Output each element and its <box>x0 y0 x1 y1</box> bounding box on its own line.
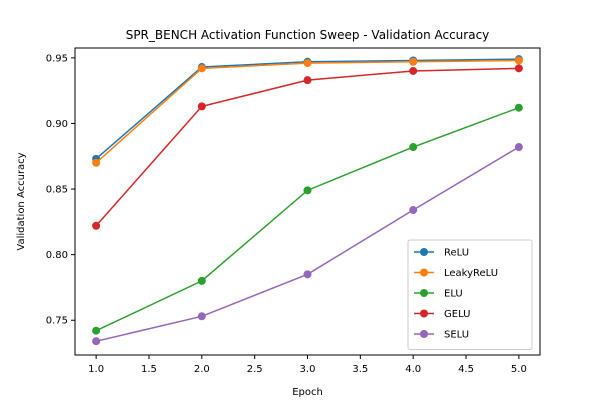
legend-swatch-marker <box>420 309 428 318</box>
series-leakyrelu <box>92 56 523 167</box>
x-axis-label: Epoch <box>292 387 323 398</box>
legend-item-elu: ELU <box>414 289 463 300</box>
x-tick-label: 2.0 <box>194 364 210 375</box>
data-point-selu <box>409 206 418 215</box>
data-point-gelu <box>409 66 418 75</box>
data-point-selu <box>197 312 206 321</box>
data-point-elu <box>303 186 312 195</box>
x-tick-label: 5.0 <box>511 364 527 375</box>
data-point-elu <box>197 276 206 285</box>
legend-label: SELU <box>444 330 469 341</box>
x-tick-label: 1.0 <box>88 364 104 375</box>
legend-swatch-marker <box>420 289 428 297</box>
legend-item-leakyrelu: LeakyReLU <box>414 268 498 279</box>
legend-swatch-marker <box>420 248 428 256</box>
legend-item-gelu: GELU <box>414 309 470 320</box>
data-point-gelu <box>303 76 312 85</box>
legend-label: GELU <box>444 309 470 320</box>
x-tick-label: 2.5 <box>247 364 263 375</box>
legend-frame <box>407 239 533 350</box>
data-point-selu <box>514 143 523 152</box>
data-point-elu <box>92 326 101 335</box>
data-point-gelu <box>92 221 101 230</box>
series-layer <box>92 55 523 346</box>
legend-label: ReLU <box>444 248 469 259</box>
legend-item-selu: SELU <box>414 330 469 341</box>
y-tick-label: 0.85 <box>46 185 68 196</box>
data-point-leakyrelu <box>197 64 206 73</box>
x-tick-label: 3.0 <box>300 364 316 375</box>
data-point-selu <box>92 337 101 346</box>
legend-swatch-marker <box>420 268 428 277</box>
x-tick-label: 1.5 <box>141 364 157 375</box>
data-point-elu <box>514 103 523 112</box>
legend-label: ELU <box>444 289 463 300</box>
legend: ReLU LeakyReLU ELU GELU SELU <box>407 239 533 350</box>
y-tick-label: 0.75 <box>46 316 68 327</box>
legend-swatch-marker <box>420 330 428 338</box>
y-tick-label: 0.80 <box>46 250 68 261</box>
series-gelu <box>92 64 523 230</box>
y-axis: 0.75 0.80 0.85 0.90 0.95 <box>46 53 75 327</box>
x-tick-label: 4.0 <box>405 364 421 375</box>
y-tick-label: 0.95 <box>46 53 68 64</box>
x-axis: 1.0 1.5 2.0 2.5 3.0 3.5 4.0 4.5 5.0 <box>88 355 527 375</box>
data-point-gelu <box>514 64 523 73</box>
y-tick-label: 0.90 <box>46 119 68 130</box>
data-point-leakyrelu <box>514 56 523 65</box>
data-point-leakyrelu <box>92 158 101 167</box>
data-point-leakyrelu <box>409 57 418 66</box>
chart-title: SPR_BENCH Activation Function Sweep - Va… <box>126 28 490 42</box>
series-elu <box>92 103 523 335</box>
legend-item-relu: ReLU <box>414 248 469 259</box>
x-tick-label: 3.5 <box>352 364 368 375</box>
legend-label: LeakyReLU <box>444 268 498 279</box>
data-point-selu <box>303 270 312 279</box>
data-point-elu <box>409 143 418 152</box>
y-axis-label: Validation Accuracy <box>16 152 27 250</box>
data-point-gelu <box>197 102 206 111</box>
data-point-leakyrelu <box>303 59 312 68</box>
x-tick-label: 4.5 <box>458 364 474 375</box>
series-selu <box>92 143 523 346</box>
